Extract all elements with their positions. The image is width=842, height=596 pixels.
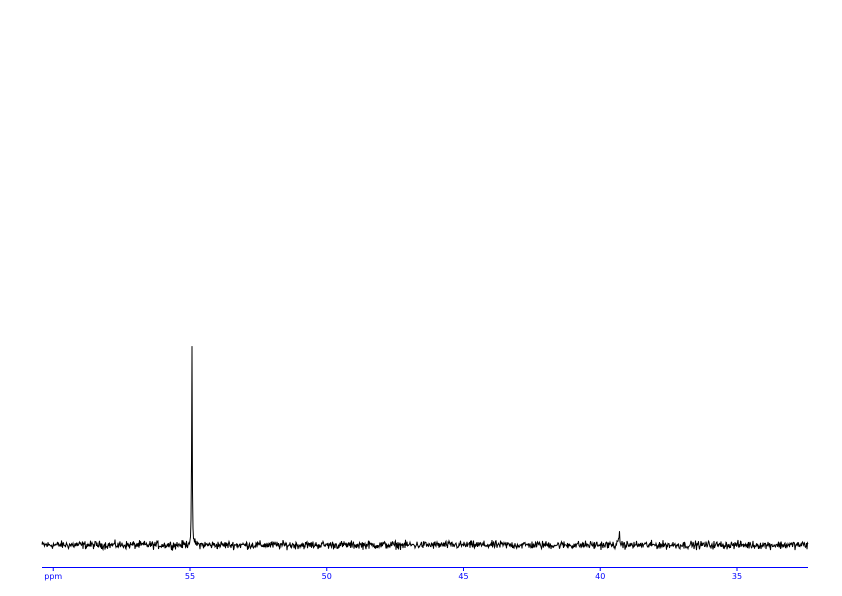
x-tick-label: 55 (185, 572, 195, 581)
spectrum-trace (41, 346, 809, 552)
x-tick-label: ppm (44, 572, 62, 581)
x-tick-label: 40 (595, 572, 605, 581)
x-tick-label: 45 (458, 572, 468, 581)
x-tick-label: 35 (732, 572, 742, 581)
x-tick-label: 50 (322, 572, 332, 581)
